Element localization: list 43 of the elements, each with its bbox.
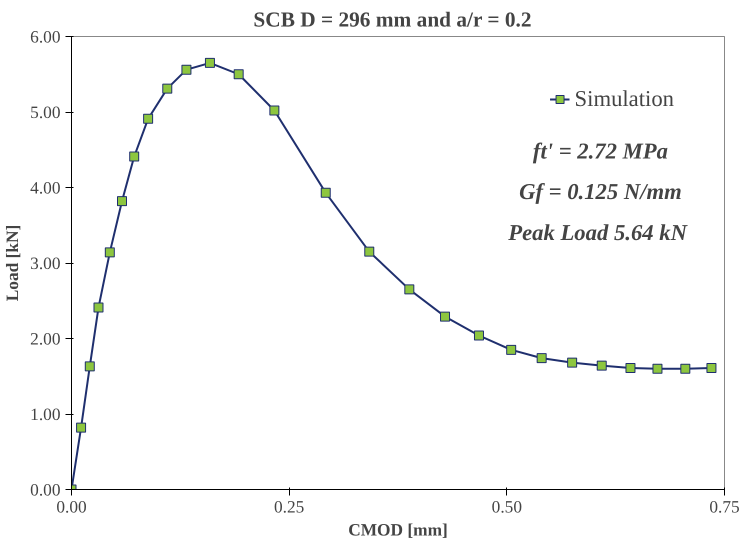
y-tick-label: 5.00 xyxy=(30,103,61,122)
annotation: ft' = 2.72 MPa xyxy=(532,138,668,164)
point xyxy=(706,362,716,373)
x-tick-label: 0.25 xyxy=(274,498,304,516)
point xyxy=(84,361,95,372)
point xyxy=(506,344,516,355)
point xyxy=(234,69,244,80)
point xyxy=(269,105,280,116)
x-tick-label: 0.00 xyxy=(56,498,87,516)
annotation: Gf = 0.125 N/mm xyxy=(519,179,682,204)
x-tick-label: 0.50 xyxy=(492,498,522,516)
point xyxy=(129,152,140,162)
point xyxy=(652,364,662,374)
y-tick-label: 3.00 xyxy=(30,254,61,273)
y-tick-label: 1.00 xyxy=(30,405,61,424)
annotation: Peak Load 5.64 kN xyxy=(507,220,689,245)
y-tick-label: 0.00 xyxy=(30,480,61,500)
point xyxy=(567,358,578,368)
point xyxy=(181,64,192,75)
point xyxy=(162,84,172,94)
point xyxy=(404,284,414,294)
point xyxy=(117,196,127,206)
chart-title: SCB D = 296 mm and a/r = 0.2 xyxy=(253,8,532,32)
x-axis-title: CMOD [mm] xyxy=(348,520,448,540)
point xyxy=(76,422,86,433)
point xyxy=(440,312,450,322)
point xyxy=(536,353,547,364)
point xyxy=(625,362,636,373)
point xyxy=(93,302,104,313)
point xyxy=(143,114,154,124)
y-tick-label: 4.00 xyxy=(30,178,61,198)
point xyxy=(320,188,331,198)
point xyxy=(596,360,607,371)
y-tick-label: 6.00 xyxy=(30,28,61,46)
point xyxy=(474,330,484,340)
point xyxy=(364,246,374,257)
point xyxy=(680,364,690,374)
legend-label: Simulation xyxy=(574,86,674,112)
x-tick-label: 0.75 xyxy=(709,498,740,516)
point xyxy=(204,58,215,68)
point xyxy=(104,247,115,258)
y-axis-title: Load [kN] xyxy=(3,224,22,302)
y-tick-label: 2.00 xyxy=(30,330,61,348)
